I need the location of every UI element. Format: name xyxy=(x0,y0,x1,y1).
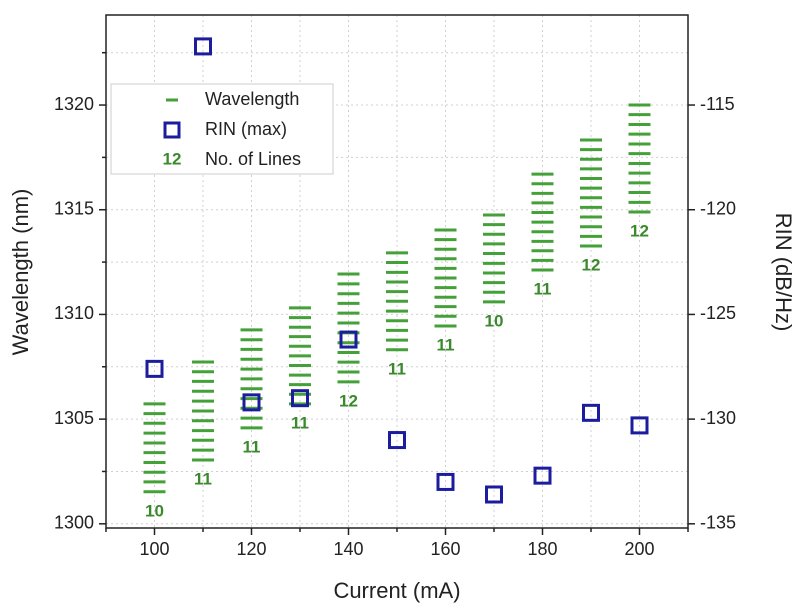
y-tick-label: 1300 xyxy=(54,513,94,533)
line-count-label: 10 xyxy=(145,501,164,520)
line-count-label: 10 xyxy=(485,311,504,330)
legend-label: Wavelength xyxy=(205,89,299,109)
line-count-label: 11 xyxy=(243,437,261,456)
rin-marker xyxy=(145,359,164,378)
rin-marker xyxy=(388,431,406,450)
legend-label: RIN (max) xyxy=(205,119,287,139)
y-axis-title: Wavelength (nm) xyxy=(8,189,33,356)
x-tick-label: 120 xyxy=(236,539,266,559)
legend-swatch: 12 xyxy=(163,149,182,168)
x-tick-label: 100 xyxy=(139,539,169,559)
rin-marker xyxy=(533,466,552,485)
rin-marker xyxy=(485,485,503,504)
y-tick-label: 1310 xyxy=(54,303,94,323)
line-count-label: 11 xyxy=(534,280,552,299)
y-tick-label: 1320 xyxy=(54,94,94,114)
y2-tick-label: -130 xyxy=(700,408,736,428)
rin-marker xyxy=(194,37,212,56)
line-count-label: 11 xyxy=(291,413,309,432)
y-tick-label: 1305 xyxy=(54,408,94,428)
y2-axis-title: RIN (dB/Hz) xyxy=(771,213,796,332)
x-tick-label: 160 xyxy=(430,539,460,559)
line-count-label: 12 xyxy=(339,391,358,410)
legend-label: No. of Lines xyxy=(205,149,301,169)
line-count-label: 11 xyxy=(388,359,406,378)
y2-tick-label: -135 xyxy=(700,513,736,533)
y2-tick-label: -120 xyxy=(700,198,736,218)
line-count-label: 11 xyxy=(194,469,212,488)
rin-marker xyxy=(436,472,455,491)
x-tick-label: 200 xyxy=(624,539,654,559)
line-count-label: 12 xyxy=(582,255,601,274)
y-tick-label: 1315 xyxy=(54,198,94,218)
y2-tick-label: -115 xyxy=(700,94,735,114)
x-tick-label: 140 xyxy=(333,539,363,559)
x-tick-label: 180 xyxy=(527,539,557,559)
rin-marker xyxy=(291,389,309,408)
rin-marker xyxy=(582,403,600,422)
x-axis-title: Current (mA) xyxy=(333,578,460,603)
legend-box xyxy=(110,83,334,175)
line-count-label: 12 xyxy=(630,222,649,241)
rin-marker xyxy=(242,393,261,412)
rin-marker xyxy=(630,416,649,435)
legend-swatch xyxy=(163,121,181,139)
y2-tick-label: -125 xyxy=(700,303,736,323)
line-count-label: 11 xyxy=(437,335,455,354)
rin-marker xyxy=(339,330,358,349)
